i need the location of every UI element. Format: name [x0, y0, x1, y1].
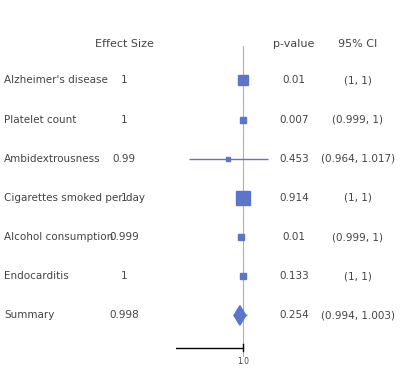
Text: (1, 1): (1, 1): [344, 271, 372, 281]
Text: Summary: Summary: [4, 310, 54, 320]
Text: 1: 1: [121, 75, 127, 86]
Text: (0.964, 1.017): (0.964, 1.017): [321, 154, 395, 164]
Text: Cigarettes smoked per day: Cigarettes smoked per day: [4, 193, 145, 203]
Text: 0.01: 0.01: [282, 232, 306, 242]
Polygon shape: [234, 306, 246, 325]
Text: Platelet count: Platelet count: [4, 114, 76, 125]
Text: (1, 1): (1, 1): [344, 75, 372, 86]
Text: 0.453: 0.453: [279, 154, 309, 164]
Text: Effect Size: Effect Size: [94, 40, 154, 49]
Text: 0.99: 0.99: [112, 154, 136, 164]
Text: 0.999: 0.999: [109, 232, 139, 242]
Text: 95% CI: 95% CI: [338, 40, 378, 49]
Text: p-value: p-value: [273, 40, 315, 49]
Text: 1.0: 1.0: [237, 358, 249, 366]
Text: (0.999, 1): (0.999, 1): [332, 232, 384, 242]
Text: 0.998: 0.998: [109, 310, 139, 320]
Text: 0.914: 0.914: [279, 193, 309, 203]
Text: Alzheimer's disease: Alzheimer's disease: [4, 75, 108, 86]
Text: 1: 1: [121, 271, 127, 281]
Text: 0.133: 0.133: [279, 271, 309, 281]
Text: 1: 1: [121, 114, 127, 125]
Text: 0.007: 0.007: [279, 114, 309, 125]
Text: (0.999, 1): (0.999, 1): [332, 114, 384, 125]
Text: 0.01: 0.01: [282, 75, 306, 86]
Text: Ambidextrousness: Ambidextrousness: [4, 154, 101, 164]
Text: (0.994, 1.003): (0.994, 1.003): [321, 310, 395, 320]
Text: 0.254: 0.254: [279, 310, 309, 320]
Text: Endocarditis: Endocarditis: [4, 271, 69, 281]
Text: 1: 1: [121, 193, 127, 203]
Text: (1, 1): (1, 1): [344, 193, 372, 203]
Text: Alcohol consumption: Alcohol consumption: [4, 232, 113, 242]
